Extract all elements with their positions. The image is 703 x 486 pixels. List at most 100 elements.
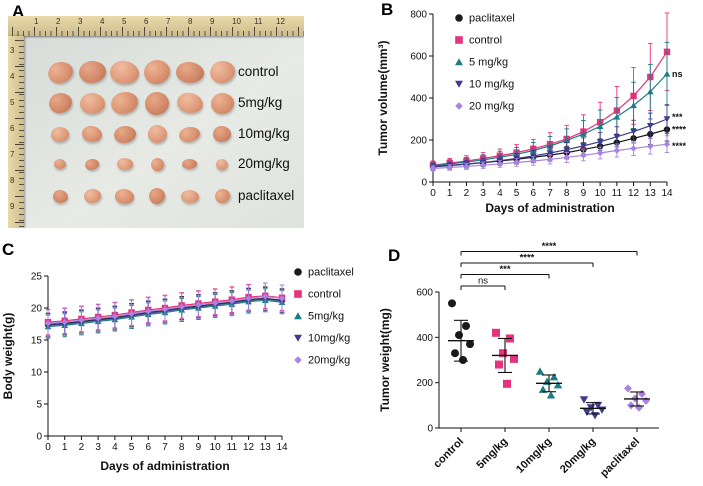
svg-text:10: 10 — [595, 188, 607, 199]
svg-text:control: control — [308, 289, 341, 301]
tumor-row-label: 10mg/kg — [238, 126, 290, 141]
svg-text:600: 600 — [410, 52, 427, 63]
svg-text:9: 9 — [581, 188, 587, 199]
svg-text:Tumor volume(mm³): Tumor volume(mm³) — [376, 40, 390, 155]
svg-text:0: 0 — [36, 432, 42, 443]
svg-text:400: 400 — [416, 333, 433, 344]
svg-text:ns: ns — [672, 69, 683, 79]
svg-text:***: *** — [499, 264, 510, 275]
ruler-number: 5 — [122, 17, 127, 26]
svg-text:0: 0 — [427, 424, 433, 435]
svg-text:5: 5 — [36, 400, 42, 411]
svg-text:5mg/kg: 5mg/kg — [474, 436, 510, 472]
ruler-number: 5 — [10, 98, 15, 107]
svg-text:8: 8 — [179, 442, 185, 453]
svg-text:0: 0 — [45, 442, 51, 453]
ruler-number: 12 — [276, 17, 285, 26]
svg-text:7: 7 — [547, 188, 553, 199]
svg-text:0: 0 — [421, 178, 427, 189]
ruler-number: 7 — [166, 17, 171, 26]
svg-text:10mg/kg: 10mg/kg — [308, 333, 350, 345]
svg-text:6: 6 — [531, 188, 537, 199]
ruler-number: 3 — [78, 17, 83, 26]
svg-text:****: **** — [672, 141, 687, 151]
svg-text:Days of administration: Days of administration — [100, 459, 229, 473]
svg-text:Body weight(g): Body weight(g) — [1, 313, 15, 400]
ruler-number: 9 — [10, 202, 15, 211]
svg-text:paclitaxel: paclitaxel — [308, 267, 354, 279]
panel-b-label: B — [381, 0, 394, 19]
ruler-number: 3 — [10, 46, 15, 55]
svg-text:5: 5 — [129, 442, 135, 453]
svg-text:9: 9 — [196, 442, 202, 453]
svg-text:paclitaxel: paclitaxel — [469, 13, 515, 25]
svg-text:1: 1 — [62, 442, 68, 453]
panel-c-label: C — [2, 240, 15, 259]
svg-text:5 mg/kg: 5 mg/kg — [469, 57, 508, 69]
svg-text:11: 11 — [612, 188, 623, 199]
svg-text:2: 2 — [464, 188, 470, 199]
svg-text:3: 3 — [480, 188, 486, 199]
ruler-number: 8 — [188, 17, 193, 26]
svg-text:7: 7 — [162, 442, 168, 453]
svg-text:control: control — [431, 436, 466, 471]
tumor-row-label: 20mg/kg — [238, 156, 290, 171]
svg-text:10: 10 — [210, 442, 222, 453]
svg-text:****: **** — [672, 125, 687, 135]
svg-text:10mg/kg: 10mg/kg — [514, 436, 554, 476]
svg-text:20mg/kg: 20mg/kg — [308, 355, 350, 367]
svg-text:4: 4 — [112, 442, 118, 453]
svg-text:5mg/kg: 5mg/kg — [308, 311, 344, 323]
ruler-number: 7 — [10, 150, 15, 159]
svg-text:200: 200 — [410, 136, 427, 147]
svg-text:15: 15 — [31, 336, 43, 347]
svg-text:10: 10 — [31, 368, 43, 379]
svg-text:Days of administration: Days of administration — [485, 201, 614, 215]
svg-text:6: 6 — [146, 442, 152, 453]
ruler-number: 10 — [232, 17, 241, 26]
svg-text:2: 2 — [79, 442, 85, 453]
ruler-horizontal: 1 2 3 4 5 6 7 8 9 10 11 12 — [8, 16, 304, 36]
svg-text:12: 12 — [628, 188, 640, 199]
svg-text:13: 13 — [260, 442, 272, 453]
svg-text:13: 13 — [645, 188, 657, 199]
svg-text:1: 1 — [447, 188, 453, 199]
svg-text:***: *** — [672, 112, 683, 122]
panel-d-label: D — [388, 246, 401, 265]
tumor-row-label: paclitaxel — [238, 188, 295, 203]
svg-text:0: 0 — [430, 188, 436, 199]
ruler-number: 11 — [254, 17, 263, 26]
svg-text:ns: ns — [478, 276, 488, 287]
tumor-weight-chart: 0 200 400 600 control 5mg/kg 10mg/kg 20mg/kg pac… — [378, 241, 659, 480]
svg-text:12: 12 — [243, 442, 255, 453]
svg-text:10 mg/kg: 10 mg/kg — [469, 79, 514, 91]
svg-text:paclitaxel: paclitaxel — [598, 436, 642, 480]
svg-text:14: 14 — [276, 442, 288, 453]
ruler-number: 8 — [10, 176, 15, 185]
svg-text:****: **** — [520, 253, 535, 264]
svg-text:control: control — [469, 35, 502, 47]
ruler-number: 9 — [210, 17, 215, 26]
svg-text:20: 20 — [31, 304, 43, 315]
ruler-number: 1 — [34, 17, 39, 26]
svg-text:200: 200 — [416, 378, 433, 389]
svg-text:5: 5 — [514, 188, 520, 199]
ruler-number: 6 — [10, 124, 15, 133]
ruler-number: 4 — [100, 17, 105, 26]
tumor-row-label: control — [238, 64, 279, 79]
tumor-sample — [50, 126, 70, 142]
svg-text:20mg/kg: 20mg/kg — [558, 436, 598, 476]
svg-text:20 mg/kg: 20 mg/kg — [469, 101, 514, 113]
svg-text:11: 11 — [227, 442, 238, 453]
ruler-number: 4 — [10, 72, 15, 81]
tumor-row-label: 5mg/kg — [238, 95, 283, 110]
ruler-number: 6 — [144, 17, 149, 26]
svg-text:Tumor weight(mg): Tumor weight(mg) — [378, 308, 392, 412]
ruler-number: 2 — [56, 17, 61, 26]
svg-text:400: 400 — [410, 94, 427, 105]
svg-text:8: 8 — [564, 188, 570, 199]
